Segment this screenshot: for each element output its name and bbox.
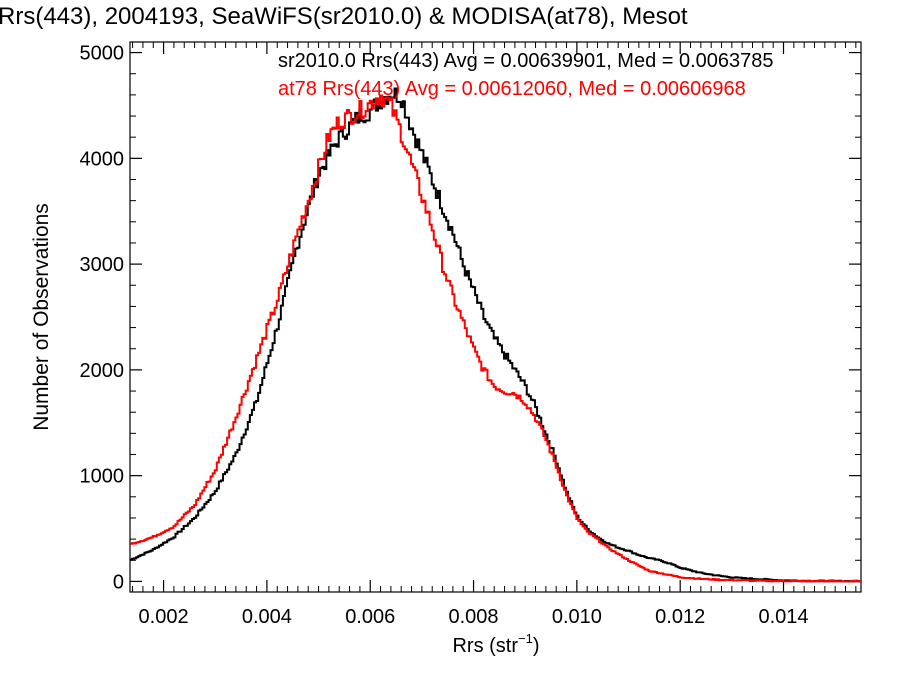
plot-frame <box>129 41 862 593</box>
y-tick-label: 3000 <box>80 254 125 276</box>
x-tick-label: 0.014 <box>758 606 808 628</box>
chart-title: Rrs(443), 2004193, SeaWiFS(sr2010.0) & M… <box>0 3 688 30</box>
x-tick-label: 0.002 <box>139 606 189 628</box>
y-tick-label: 4000 <box>80 148 125 170</box>
series-sr2010-line <box>130 87 861 583</box>
x-tick-label: 0.010 <box>552 606 602 628</box>
series-layer <box>130 87 861 583</box>
x-tick-label: 0.008 <box>449 606 499 628</box>
y-tick-label: 0 <box>113 571 124 593</box>
y-axis-label: Number of Observations <box>30 203 53 431</box>
y-tick-label: 1000 <box>80 466 125 488</box>
x-tick-label: 0.004 <box>242 606 292 628</box>
x-axis-label: Rrs (str−1) <box>452 631 539 657</box>
x-axis-label-main: Rrs (str <box>452 635 518 657</box>
x-tick-label: 0.006 <box>345 606 395 628</box>
x-axis-label-superscript: −1 <box>518 631 533 646</box>
y-axis-ticks: 0 1000 2000 3000 4000 5000 <box>80 43 861 593</box>
y-tick-label: 5000 <box>80 43 125 65</box>
y-tick-label: 2000 <box>80 360 125 382</box>
series-at78-line <box>130 94 861 583</box>
x-axis-label-close: ) <box>533 635 540 657</box>
annotation-sr2010: sr2010.0 Rrs(443) Avg = 0.00639901, Med … <box>278 50 774 72</box>
x-tick-label: 0.012 <box>655 606 705 628</box>
annotation-at78: at78 Rrs(443) Avg = 0.00612060, Med = 0.… <box>278 78 746 100</box>
